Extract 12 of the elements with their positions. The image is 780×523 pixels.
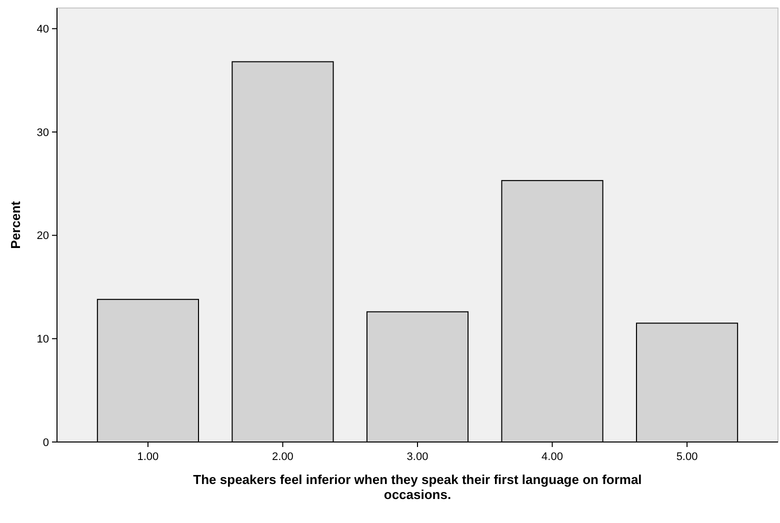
y-tick-label: 40: [36, 24, 49, 36]
x-tick-label: 1.00: [137, 451, 159, 463]
y-tick-label: 10: [36, 334, 49, 346]
x-axis-title: The speakers feel inferior when they speak their first language on formal occasions.: [193, 472, 642, 502]
x-tick-label: 2.00: [272, 451, 294, 463]
y-tick-label: 20: [36, 230, 49, 242]
y-tick-label: 0: [42, 436, 49, 449]
y-axis-title: Percent: [8, 200, 23, 249]
x-tick-label: 3.00: [406, 451, 428, 463]
x-tick-label: 4.00: [542, 451, 563, 463]
y-tick-label: 30: [36, 126, 49, 139]
x-tick-label: 5.00: [676, 451, 698, 463]
